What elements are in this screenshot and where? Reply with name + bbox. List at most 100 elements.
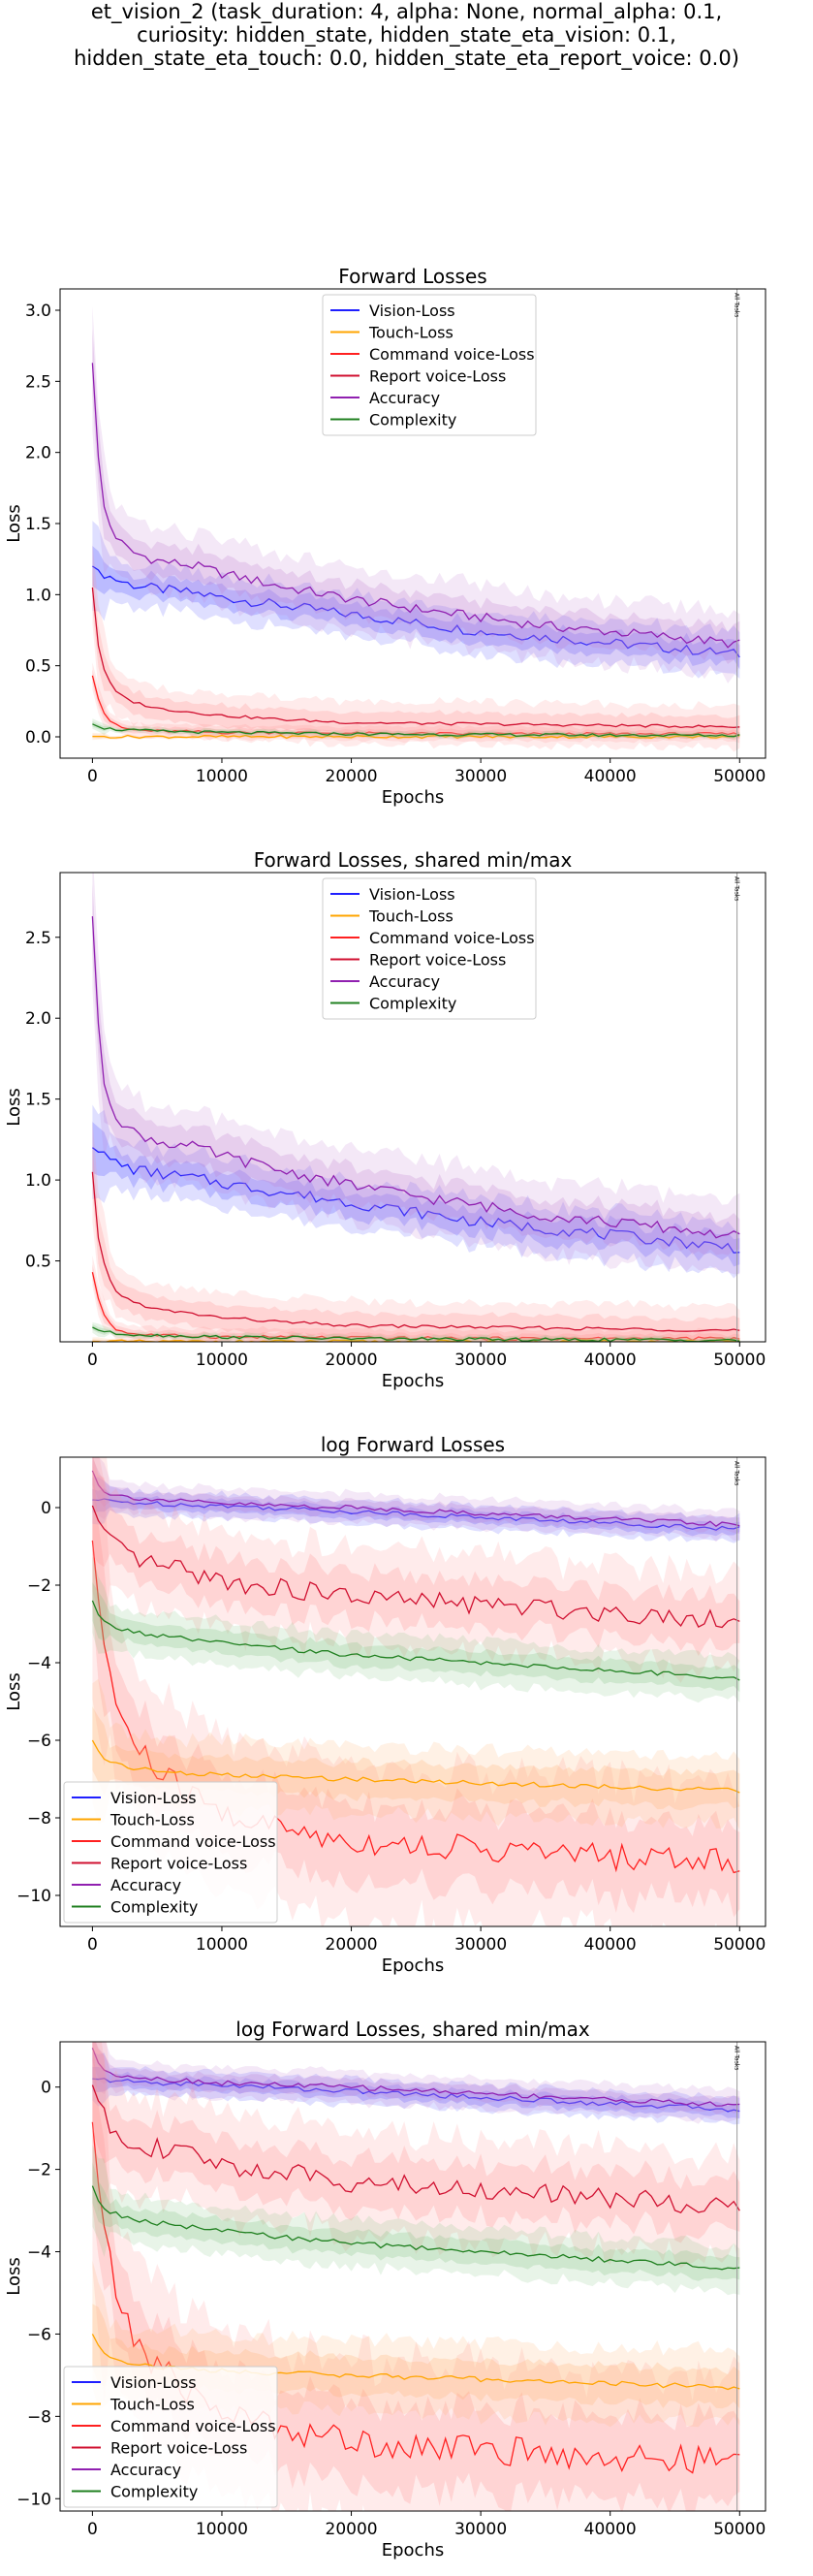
band-complexity: [92, 2162, 740, 2281]
x-tick-label: 10000: [196, 2520, 248, 2539]
x-tick-label: 40000: [584, 1351, 637, 1370]
task-marker-label: All Tasks: [734, 876, 740, 901]
x-tick-label: 40000: [584, 767, 637, 786]
chart-title: Forward Losses: [338, 265, 486, 288]
legend-label-touch-loss: Touch-Loss: [109, 2396, 195, 2414]
y-tick-label: −8: [27, 1809, 51, 1829]
band-complexity: [92, 720, 740, 739]
legend-label-complexity: Complexity: [110, 2483, 198, 2501]
series-line-report-voice-loss: [91, 1171, 740, 1332]
x-tick-label: 30000: [454, 1351, 507, 1370]
forward-losses-shared-chart: All Tasks 0 10000 20000 30000 40000 50000 0.5 1.…: [4, 848, 766, 1391]
x-tick-label: 10000: [196, 767, 248, 786]
band-complexity: [92, 1323, 740, 1342]
legend-label-complexity: Complexity: [369, 411, 456, 429]
x-tick-label: 50000: [713, 767, 766, 786]
chart-title: Forward Losses, shared min/max: [254, 848, 573, 872]
band-accuracy: [92, 1457, 740, 1542]
y-tick-label: 2.0: [25, 444, 51, 463]
chart-title: log Forward Losses, shared min/max: [235, 2018, 590, 2041]
x-tick-label: 20000: [326, 767, 378, 786]
band-report-voice-loss: [92, 543, 740, 752]
axes-frame: [59, 872, 766, 1343]
series-line-vision-loss: [92, 565, 740, 658]
y-tick-label: 3.0: [25, 302, 51, 321]
y-tick-label: −2: [27, 2161, 51, 2180]
y-tick-label: 1.0: [25, 1171, 51, 1191]
plot-area: [91, 305, 740, 752]
x-tick-label: 20000: [326, 2520, 378, 2539]
suptitle-line: curiosity: hidden_state, hidden_state_et…: [137, 23, 676, 47]
series-line-vision-loss: [92, 1147, 740, 1254]
y-tick-label: 0.5: [25, 657, 51, 677]
series-line-accuracy: [91, 363, 740, 649]
band-command-voice-loss: [92, 662, 740, 744]
y-axis-label: Loss: [4, 1088, 24, 1126]
task-marker-label: All Tasks: [734, 293, 740, 317]
x-tick-label: 30000: [454, 1935, 507, 1955]
legend-label-complexity: Complexity: [110, 1898, 198, 1917]
series-line-complexity: [91, 1600, 740, 1681]
series-line-report-voice-loss: [91, 1505, 740, 1629]
x-tick-label: 0: [87, 767, 98, 786]
legend-label-vision-loss: Vision-Loss: [369, 885, 455, 904]
band-vision-loss: [92, 2051, 740, 2125]
series-line-complexity: [92, 723, 740, 738]
series-line-touch-loss: [92, 734, 740, 740]
series-line-report-voice-loss: [91, 2084, 740, 2213]
suptitle-line: hidden_state_eta_touch: 0.0, hidden_stat…: [74, 47, 739, 70]
legend: Vision-Loss Touch-Loss Command voice-Loss R…: [63, 1781, 278, 1924]
series-line-complexity: [92, 1326, 740, 1342]
legend-box: [63, 1781, 278, 1924]
legend-label-complexity: Complexity: [369, 995, 456, 1013]
legend-label-vision-loss: Vision-Loss: [369, 302, 455, 320]
band-report-voice-loss: [92, 2042, 740, 2243]
legend-label-accuracy: Accuracy: [369, 389, 440, 407]
band-accuracy: [92, 1457, 740, 1534]
y-tick-label: 1.0: [25, 586, 51, 605]
band-command-voice-loss: [92, 1255, 740, 1342]
band-report-voice-loss: [92, 1146, 740, 1342]
band-complexity: [92, 1582, 740, 1693]
x-tick-label: 30000: [454, 767, 507, 786]
legend-box: [322, 877, 537, 1020]
legend-label-report-voice-loss: Report voice-Loss: [369, 367, 506, 386]
y-tick-label: −6: [27, 2325, 51, 2344]
legend: Vision-Loss Touch-Loss Command voice-Loss R…: [322, 877, 537, 1020]
task-marker-label: All Tasks: [734, 2046, 740, 2070]
x-tick-label: 20000: [326, 1935, 378, 1955]
x-tick-label: 40000: [584, 1935, 637, 1955]
y-tick-label: 0.5: [25, 1253, 51, 1272]
legend-label-report-voice-loss: Report voice-Loss: [369, 951, 506, 970]
figure-suptitle: et_vision_2 (task_duration: 4, alpha: No…: [0, 0, 813, 70]
legend-label-accuracy: Accuracy: [369, 972, 440, 991]
x-axis-label: Epochs: [382, 2540, 445, 2560]
task-marker-label: All Tasks: [734, 1461, 740, 1485]
y-tick-label: −8: [27, 2407, 51, 2427]
band-report-voice-loss: [92, 567, 740, 741]
band-report-voice-loss: [92, 1120, 740, 1342]
x-tick-label: 50000: [713, 1351, 766, 1370]
x-tick-label: 20000: [326, 1351, 378, 1370]
legend: Vision-Loss Touch-Loss Command voice-Loss R…: [63, 2366, 278, 2508]
series-line-complexity: [91, 2185, 740, 2271]
legend-label-report-voice-loss: Report voice-Loss: [110, 1855, 247, 1873]
band-accuracy: [92, 2042, 740, 2115]
legend: Vision-Loss Touch-Loss Command voice-Loss R…: [322, 294, 537, 436]
band-report-voice-loss: [92, 2042, 740, 2269]
x-tick-label: 50000: [713, 1935, 766, 1955]
suptitle-line: et_vision_2 (task_duration: 4, alpha: No…: [90, 0, 723, 23]
y-tick-label: −4: [27, 1654, 51, 1673]
series-line-vision-loss: [92, 1498, 740, 1531]
log-forward-losses-shared-chart: All Tasks 0 10000 20000 30000 40000 50000 −10 −8…: [4, 2018, 766, 2560]
band-vision-loss: [92, 546, 740, 670]
y-tick-label: 2.0: [25, 1009, 51, 1029]
legend-label-command-voice-loss: Command voice-Loss: [110, 2417, 276, 2435]
series-line-accuracy: [91, 1470, 740, 1528]
y-tick-label: 0.0: [25, 728, 51, 747]
band-accuracy: [92, 873, 740, 1275]
x-tick-label: 10000: [196, 1351, 248, 1370]
x-tick-label: 0: [87, 2520, 98, 2539]
x-tick-label: 50000: [713, 2520, 766, 2539]
y-tick-label: −6: [27, 1732, 51, 1751]
